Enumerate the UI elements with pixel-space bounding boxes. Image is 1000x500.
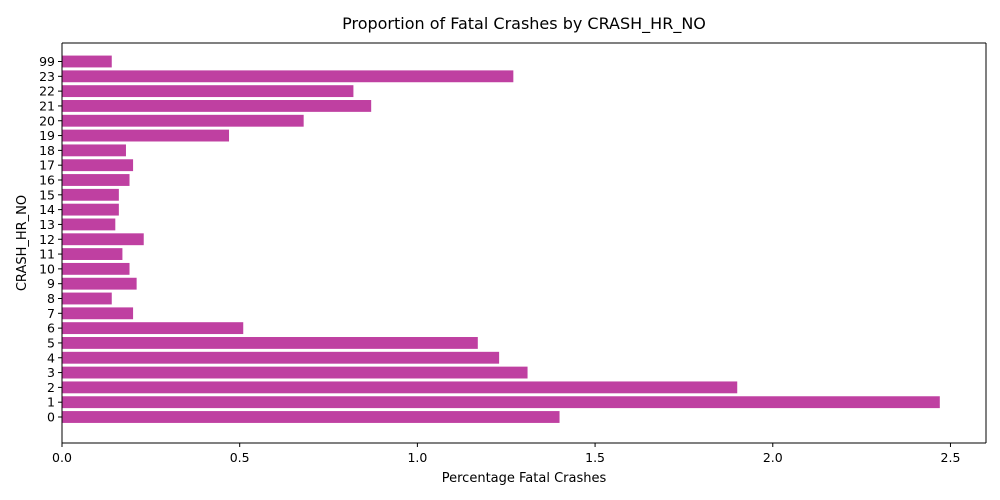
bar-hour-9 [62,277,137,290]
x-tick-label: 0.0 [52,450,72,465]
y-tick-label: 15 [39,187,55,202]
bar-hour-4 [62,351,500,364]
bar-hour-14 [62,203,119,216]
y-tick-label: 17 [39,158,55,173]
y-tick-label: 9 [47,276,55,291]
y-tick-label: 2 [47,380,55,395]
bar-hour-0 [62,411,560,423]
bar-hour-15 [62,188,119,201]
bar-hour-2 [62,381,738,394]
bar-hour-16 [62,174,130,186]
y-tick-label: 6 [47,321,55,336]
y-tick-label: 1 [47,395,55,410]
x-tick-label: 0.5 [230,450,250,465]
y-axis-label: CRASH_HR_NO [15,195,30,291]
bar-hour-12 [62,233,144,246]
bar-hour-13 [62,218,116,231]
y-tick-label: 10 [39,261,55,276]
bar-hour-8 [62,292,112,305]
y-tick-label: 14 [39,202,55,217]
y-tick-label: 21 [39,98,55,113]
y-tick-label: 3 [47,365,55,380]
y-tick-label: 12 [39,232,55,247]
bar-hour-21 [62,100,372,112]
bar-hour-6 [62,322,244,335]
y-tick-label: 99 [39,54,55,69]
chart-title: Proportion of Fatal Crashes by CRASH_HR_… [342,14,706,34]
bars-group [62,55,940,423]
x-axis-label: Percentage Fatal Crashes [442,471,607,486]
x-ticks-group: 0.0 0.5 1.0 1.5 2.0 2.5 [52,443,960,465]
bar-hour-7 [62,307,134,320]
y-tick-label: 16 [39,173,55,188]
bar-hour-22 [62,85,354,98]
bar-hour-1 [62,396,940,409]
y-tick-label: 11 [39,247,55,262]
y-tick-label: 4 [47,350,55,365]
y-tick-label: 7 [47,306,55,321]
y-tick-label: 22 [39,84,55,99]
bar-hour-18 [62,144,126,157]
x-tick-label: 1.5 [585,450,605,465]
x-tick-label: 1.0 [407,450,427,465]
bar-hour-3 [62,366,528,379]
x-tick-label: 2.0 [763,450,783,465]
y-tick-label: 8 [47,291,55,306]
bar-hour-23 [62,70,514,83]
y-tick-label: 19 [39,128,55,143]
y-tick-label: 5 [47,335,55,350]
y-tick-label: 20 [39,113,55,128]
x-tick-label: 2.5 [941,450,961,465]
bar-hour-10 [62,262,130,275]
y-tick-label: 0 [47,410,55,425]
y-tick-label: 13 [39,217,55,232]
bar-hour-17 [62,159,134,172]
bar-hour-19 [62,129,230,142]
y-tick-label: 18 [39,143,55,158]
bar-hour-5 [62,337,478,349]
bar-hour-20 [62,114,304,127]
bar-hour-99 [62,55,112,68]
bar-hour-11 [62,248,123,260]
y-tick-label: 23 [39,69,55,84]
